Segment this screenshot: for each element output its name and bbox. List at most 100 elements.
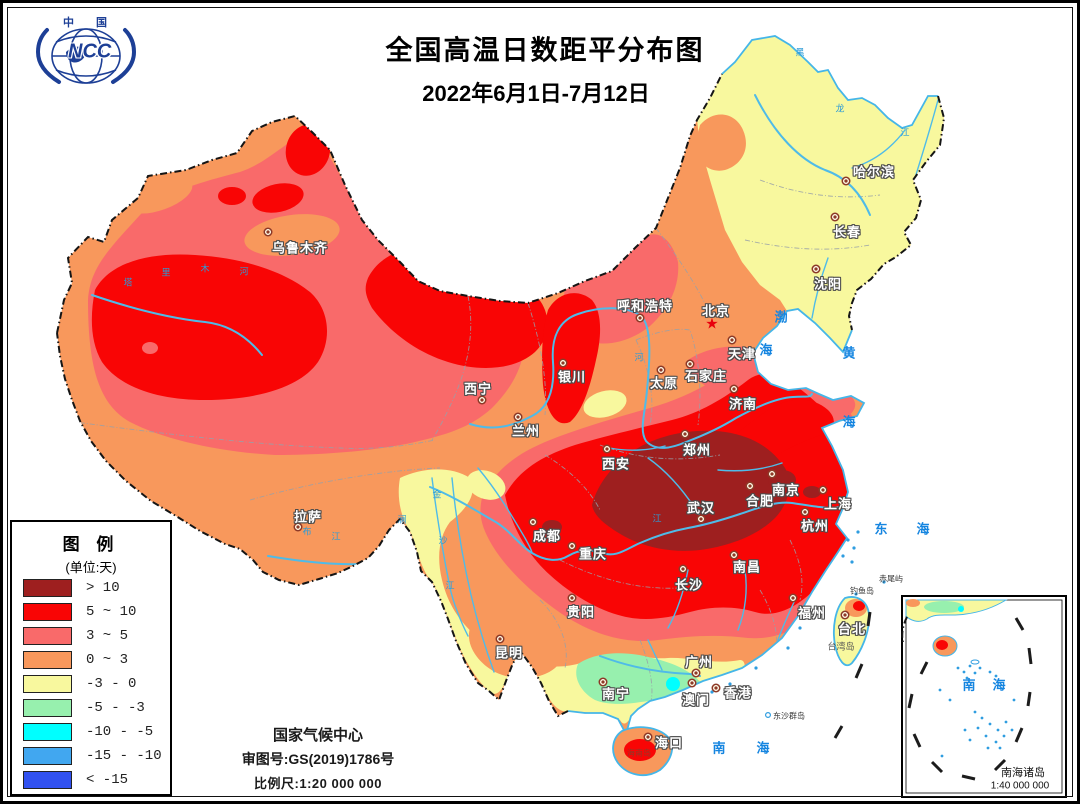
city-dot-marker <box>696 514 706 524</box>
logo-landmass <box>66 46 86 63</box>
legend-item: < -15 <box>12 768 170 792</box>
inset-islands-label: 南海诸岛 <box>1001 767 1045 779</box>
logo-org-text: NCC <box>68 40 112 63</box>
city-dot-marker <box>729 384 739 394</box>
page-subtitle: 2022年6月1日-7月12日 <box>422 81 650 106</box>
legend-swatch <box>23 627 72 645</box>
city-label: 台北 <box>837 621 867 637</box>
legend-item: -15 - -10 <box>12 744 170 768</box>
city-dot-marker <box>477 395 487 405</box>
city-dot-marker <box>685 359 695 369</box>
river-name-label: 沙 <box>438 535 448 546</box>
city-dot-marker <box>643 732 653 742</box>
city-label: 香港 <box>723 685 753 701</box>
footer-org: 国家气候中心 <box>272 727 363 744</box>
ncc-logo: 中国 NCC <box>26 12 144 100</box>
legend-swatch <box>23 771 72 789</box>
city-label: 广州 <box>684 654 714 670</box>
legend-swatch <box>23 675 72 693</box>
city-dot-marker <box>841 176 851 186</box>
hainan-island <box>612 726 674 777</box>
city-label: 沈阳 <box>813 276 843 292</box>
city-label: 西宁 <box>463 381 493 397</box>
page-title: 全国高温日数距平分布图 <box>385 35 705 66</box>
logo-country-text: 中国 <box>63 17 129 29</box>
legend-range-label: -10 - -5 <box>86 724 154 740</box>
city-label: 武汉 <box>686 500 716 516</box>
sea-name-label: 海 <box>916 521 930 537</box>
sea-name-label: 海 <box>759 342 773 358</box>
city-label: 银川 <box>557 369 587 385</box>
city-label: 兰州 <box>511 423 541 439</box>
legend-range-label: > 10 <box>86 580 120 596</box>
city-dot-marker <box>788 593 798 603</box>
inset-scale: 1:40 000 000 <box>990 780 1050 792</box>
legend-item: -5 - -3 <box>12 696 170 720</box>
city-dot-marker <box>293 522 303 532</box>
city-dot-marker <box>811 264 821 274</box>
city-label: 北京 <box>701 303 731 319</box>
sea-name-label: 南 <box>962 677 976 693</box>
city-dot-marker <box>729 550 739 560</box>
legend-title: 图 例 <box>62 535 120 554</box>
city-dot-marker <box>840 610 850 620</box>
legend-swatch <box>23 651 72 669</box>
city-label: 天津 <box>727 346 757 362</box>
city-dot-marker <box>567 593 577 603</box>
city-dot-marker <box>635 313 645 323</box>
amur-river-border <box>721 35 938 129</box>
city-label: 太原 <box>649 375 679 391</box>
coastal-islands <box>710 530 886 718</box>
city-label: 南宁 <box>601 686 631 702</box>
sea-name-label: 南 <box>712 740 726 756</box>
legend-item: > 10 <box>12 576 170 600</box>
city-dot-marker <box>687 678 697 688</box>
city-label: 福州 <box>797 605 827 621</box>
river-name-label: 里 <box>161 267 171 278</box>
river-name-label: 黑 <box>795 47 805 58</box>
national-border-west-north <box>56 73 723 334</box>
city-dot-marker <box>691 668 701 678</box>
island-name-label: 东沙群岛 <box>773 711 805 721</box>
legend-range-label: -5 - -3 <box>86 700 145 716</box>
island-name-label: 赤尾屿 <box>879 574 903 584</box>
city-dot-marker <box>263 227 273 237</box>
river-name-label: 江 <box>652 513 662 524</box>
footer-scale: 比例尺:1:20 000 000 <box>254 776 382 791</box>
capital-star-marker: ★ <box>705 315 719 333</box>
river-name-label: 澜 <box>397 514 407 525</box>
legend-unit: (单位:天) <box>65 560 117 575</box>
city-label: 成都 <box>532 528 562 544</box>
city-dot-marker <box>830 212 840 222</box>
city-label: 长春 <box>832 224 862 240</box>
island-name-label: 钓鱼岛 <box>850 586 874 596</box>
city-label: 乌鲁木齐 <box>271 240 329 256</box>
legend-swatch <box>23 723 72 741</box>
river-name-label: 金 <box>432 489 442 500</box>
national-border-southwest <box>56 332 569 718</box>
city-dot-marker <box>727 335 737 345</box>
legend-box: 图 例 (单位:天) > 10 5 ~ 10 3 ~ 5 0 ~ 3 -3 - 0 -5 … <box>10 520 172 796</box>
city-label: 拉萨 <box>293 509 323 525</box>
sea-name-label: 渤 <box>774 309 788 325</box>
legend-item: 5 ~ 10 <box>12 600 170 624</box>
legend-swatch <box>23 603 72 621</box>
city-dot-marker <box>528 517 538 527</box>
city-dot-marker <box>495 634 505 644</box>
river-name-label: 布 <box>302 526 312 537</box>
nine-dash-line-main <box>833 611 872 739</box>
footer-block: 国家气候中心 审图号:GS(2019)1786号 比例尺:1:20 000 00… <box>233 724 403 792</box>
city-dot-marker <box>767 469 777 479</box>
city-label: 上海 <box>823 496 853 512</box>
legend-item: 3 ~ 5 <box>12 624 170 648</box>
legend-range-label: 0 ~ 3 <box>86 652 129 668</box>
national-border-northeast <box>847 95 946 331</box>
city-dot-marker <box>602 444 612 454</box>
city-dot-marker <box>656 365 666 375</box>
city-label: 西安 <box>601 456 631 472</box>
city-label: 南京 <box>771 482 801 498</box>
legend-range-label: -15 - -10 <box>86 748 162 764</box>
south-china-sea-inset <box>901 595 1067 798</box>
